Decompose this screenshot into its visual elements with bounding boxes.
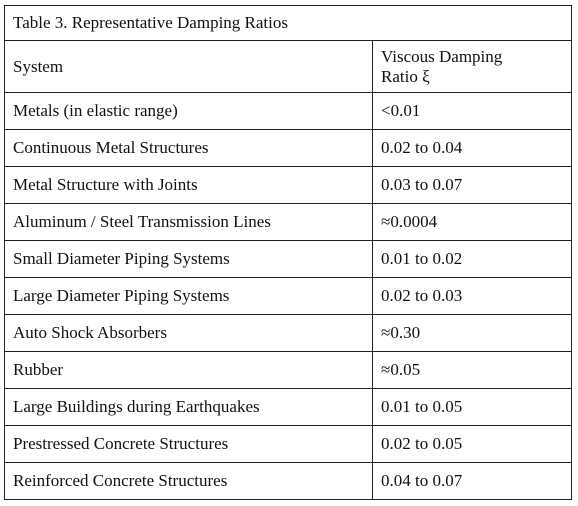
ratio-cell: ≈0.05 [372,351,572,389]
system-cell: Small Diameter Piping Systems [4,240,373,278]
system-cell: Metals (in elastic range) [4,92,373,130]
header-cell: Viscous Damping Ratio ξ [372,40,572,93]
ratio-cell: 0.03 to 0.07 [372,166,572,204]
ratio-cell: ≈0.0004 [372,203,572,241]
system-cell: Reinforced Concrete Structures [4,462,373,500]
ratio-cell: 0.04 to 0.07 [372,462,572,500]
system-cell: Prestressed Concrete Structures [4,425,373,463]
damping-table: Table 3. Representative Damping Ratios S… [4,5,572,500]
ratio-cell: 0.02 to 0.05 [372,425,572,463]
ratio-cell: ≈0.30 [372,314,572,352]
system-cell: Rubber [4,351,373,389]
ratio-cell: 0.01 to 0.05 [372,388,572,426]
ratio-cell: 0.02 to 0.03 [372,277,572,315]
table-row: Continuous Metal Structures 0.02 to 0.04 [4,129,572,167]
header-text: Viscous Damping Ratio ξ [381,46,503,86]
system-cell: Large Diameter Piping Systems [4,277,373,315]
table-row: Large Diameter Piping Systems 0.02 to 0.0… [4,277,572,315]
table-row: Large Buildings during Earthquakes 0.01 t… [4,388,572,426]
system-cell: Metal Structure with Joints [4,166,373,204]
system-cell: Large Buildings during Earthquakes [4,388,373,426]
system-cell: Aluminum / Steel Transmission Lines [4,203,373,241]
table-row: Metals (in elastic range) <0.01 [4,92,572,130]
header-cell: System [4,40,373,93]
table-row: Small Diameter Piping Systems 0.01 to 0.0… [4,240,572,278]
ratio-cell: 0.01 to 0.02 [372,240,572,278]
table-row: Rubber ≈0.05 [4,351,572,389]
ratio-cell: <0.01 [372,92,572,130]
system-cell: Auto Shock Absorbers [4,314,373,352]
ratio-cell: 0.02 to 0.04 [372,129,572,167]
table-row: Auto Shock Absorbers ≈0.30 [4,314,572,352]
table-row: Metal Structure with Joints 0.03 to 0.07 [4,166,572,204]
table-row: Reinforced Concrete Structures 0.04 to 0.… [4,462,572,500]
table-row: Aluminum / Steel Transmission Lines ≈0.00… [4,203,572,241]
table-title: Table 3. Representative Damping Ratios [4,5,572,41]
system-cell: Continuous Metal Structures [4,129,373,167]
table-row: Prestressed Concrete Structures 0.02 to 0… [4,425,572,463]
